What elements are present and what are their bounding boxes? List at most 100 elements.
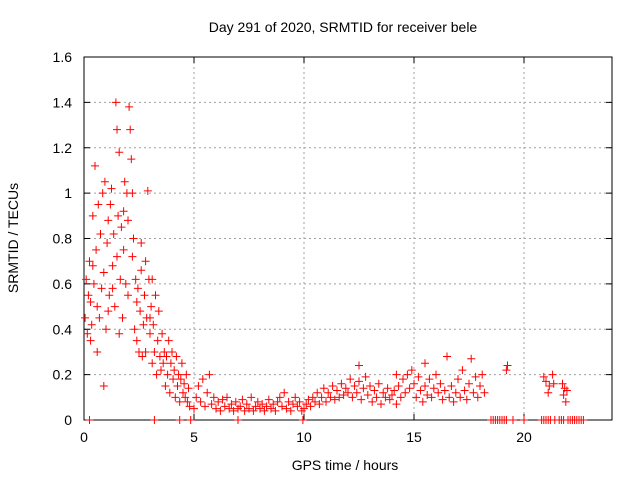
data-point: [264, 395, 273, 404]
data-point: [225, 404, 234, 413]
data-point: [436, 379, 445, 388]
data-point: [110, 302, 119, 311]
data-point: [168, 347, 176, 356]
data-point: [502, 366, 511, 375]
data-point: [150, 347, 159, 356]
data-point: [447, 381, 456, 390]
data-point: [147, 302, 156, 311]
data-point: [115, 148, 124, 157]
data-point: [220, 402, 229, 411]
data-point: [396, 393, 405, 402]
data-point: [190, 404, 198, 413]
data-point: [286, 406, 295, 415]
data-point: [355, 361, 363, 370]
data-point: [93, 302, 102, 311]
data-point: [148, 359, 157, 368]
chart-title: Day 291 of 2020, SRMTID for receiver bel…: [209, 19, 478, 35]
data-point: [130, 325, 139, 334]
data-point: [363, 391, 372, 400]
data-point: [158, 329, 167, 338]
data-point: [545, 381, 554, 390]
data-point: [83, 329, 92, 338]
data-point: [383, 384, 392, 393]
data-point: [121, 279, 130, 288]
data-point: [399, 375, 407, 384]
data-point: [370, 386, 379, 395]
data-point: [138, 352, 147, 361]
data-point: [139, 320, 148, 329]
data-point: [119, 245, 128, 254]
data-point: [229, 406, 238, 415]
data-point: [218, 395, 227, 404]
data-point: [295, 397, 304, 406]
data-point: [236, 402, 245, 411]
data-point: [300, 404, 308, 413]
data-point: [480, 388, 489, 397]
data-point: [401, 388, 410, 397]
x-axis-label: GPS time / hours: [292, 457, 399, 473]
data-point: [98, 189, 107, 198]
data-point: [105, 291, 114, 300]
data-point: [207, 400, 216, 409]
data-point: [186, 416, 195, 424]
data-point: [97, 284, 106, 293]
data-point: [544, 388, 553, 397]
data-point: [440, 386, 449, 395]
data-point: [175, 416, 184, 424]
data-point: [322, 397, 330, 406]
data-point: [95, 313, 104, 322]
data-point: [113, 252, 121, 261]
data-point: [414, 372, 423, 381]
data-point: [185, 402, 194, 411]
data-point: [148, 275, 157, 284]
data-point: [339, 391, 348, 400]
data-point: [478, 370, 487, 379]
data-point: [223, 393, 231, 402]
data-point: [344, 388, 352, 397]
data-point: [392, 370, 401, 379]
data-point: [245, 404, 253, 413]
data-point: [173, 381, 182, 390]
data-point: [308, 393, 317, 402]
data-point: [174, 370, 183, 379]
y-tick-label: 0: [64, 412, 72, 428]
data-point: [212, 404, 220, 413]
y-tick-label: 0.8: [53, 231, 73, 247]
data-point: [203, 388, 212, 397]
data-point: [150, 416, 159, 424]
data-point: [140, 291, 149, 300]
data-point: [117, 223, 126, 232]
data-point: [132, 336, 141, 345]
data-point: [284, 397, 293, 406]
y-tick-label: 1.6: [53, 49, 73, 65]
data-point: [152, 370, 161, 379]
data-point: [163, 370, 172, 379]
data-point: [238, 395, 247, 404]
data-point: [357, 395, 366, 404]
y-tick-label: 0.4: [53, 321, 73, 337]
data-point: [503, 361, 512, 370]
data-point: [293, 402, 302, 411]
data-point: [154, 307, 163, 316]
data-point: [280, 388, 289, 397]
data-point: [315, 400, 324, 409]
data-point: [333, 386, 341, 395]
data-point: [107, 184, 116, 193]
data-point: [473, 393, 482, 402]
data-point: [102, 325, 110, 334]
data-point: [242, 400, 251, 409]
data-point: [542, 377, 550, 386]
data-point: [366, 381, 374, 390]
data-point: [388, 391, 396, 400]
data-point: [166, 359, 175, 368]
data-point: [177, 359, 186, 368]
data-point: [165, 388, 174, 397]
data-point: [377, 400, 385, 409]
data-point: [352, 388, 361, 397]
data-point: [256, 404, 264, 413]
data-point: [132, 298, 141, 307]
data-point: [109, 229, 118, 238]
data-point: [445, 393, 454, 402]
data-point: [460, 386, 469, 395]
